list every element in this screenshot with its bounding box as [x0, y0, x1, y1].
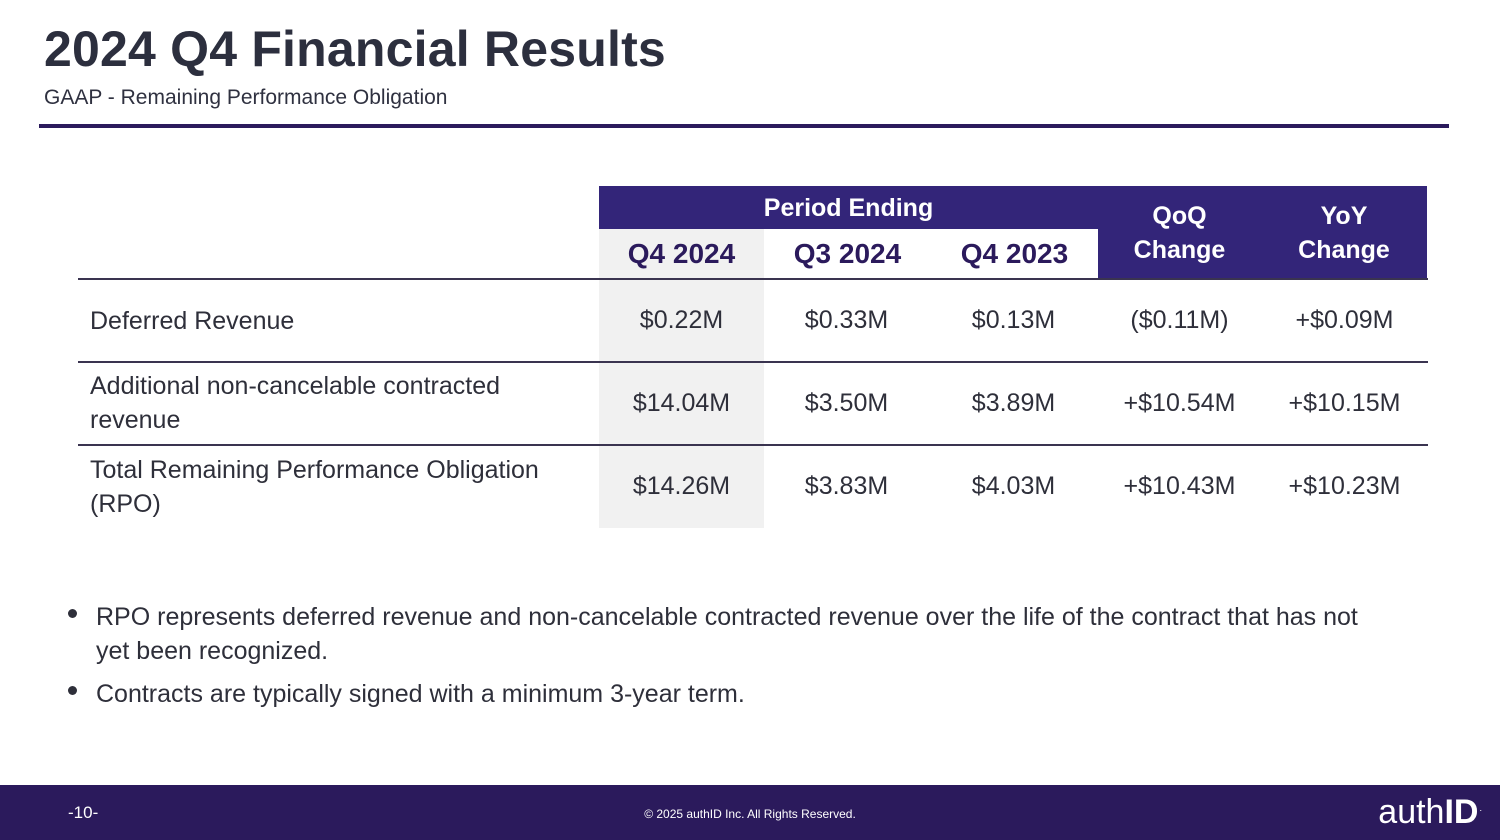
- value-cell: $3.89M: [971, 388, 1056, 417]
- value-cell: $0.13M: [971, 306, 1056, 334]
- page-number: -10-: [68, 803, 99, 822]
- value-cell: $14.04M: [632, 388, 731, 417]
- title-divider: [39, 124, 1449, 128]
- list-item: Contracts are typically signed with a mi…: [66, 677, 1396, 711]
- value-cell: $0.33M: [804, 306, 889, 334]
- value-cell: +$10.43M: [1123, 472, 1236, 500]
- row-label: Deferred Revenue: [90, 306, 295, 335]
- row-divider: [78, 444, 1428, 446]
- value-cell: +$10.23M: [1288, 472, 1401, 500]
- qoq-change-header: QoQ Change: [1098, 186, 1261, 279]
- qoq-header-line1: QoQ: [1152, 201, 1207, 230]
- column-header-q4-2024: Q4 2024: [599, 229, 764, 279]
- bullet-icon: [68, 686, 77, 695]
- yoy-header-line2: Change: [1298, 235, 1390, 264]
- note-text: RPO represents deferred revenue and non-…: [96, 603, 1358, 665]
- yoy-change-header: YoY Change: [1261, 186, 1427, 279]
- value-cell: +$10.54M: [1123, 388, 1236, 417]
- table-header-rule: [78, 278, 1428, 280]
- page-subtitle: GAAP - Remaining Performance Obligation: [44, 86, 448, 109]
- value-cell: $14.26M: [632, 472, 731, 500]
- authid-logo: authID.: [1378, 793, 1482, 831]
- note-text: Contracts are typically signed with a mi…: [96, 680, 745, 708]
- value-cell: $0.22M: [639, 306, 724, 334]
- yoy-header-line1: YoY: [1320, 201, 1368, 230]
- row-label: Total Remaining Performance Obligation (…: [90, 455, 539, 518]
- value-cell: $3.50M: [804, 388, 889, 417]
- footer-bar: -10- © 2025 authID Inc. All Rights Reser…: [0, 785, 1500, 840]
- period-ending-header: Period Ending: [599, 186, 1098, 229]
- qoq-header-line2: Change: [1133, 235, 1226, 264]
- period-ending-label: Period Ending: [763, 193, 934, 222]
- value-cell: $3.83M: [804, 472, 889, 500]
- row-label: Additional non-cancelable contracted rev…: [90, 372, 500, 434]
- bullet-icon: [68, 609, 77, 618]
- list-item: RPO represents deferred revenue and non-…: [66, 600, 1396, 668]
- value-cell: +$10.15M: [1288, 388, 1401, 417]
- value-cell: +$0.09M: [1295, 306, 1394, 334]
- column-header-q3-2024: Q3 2024: [793, 238, 902, 269]
- copyright-notice: © 2025 authID Inc. All Rights Reserved.: [644, 807, 856, 821]
- row-divider: [78, 361, 1428, 363]
- notes-list: RPO represents deferred revenue and non-…: [66, 600, 1396, 720]
- current-quarter-highlight: [599, 279, 764, 528]
- column-header-q4-2023: Q4 2023: [960, 238, 1069, 269]
- value-cell: ($0.11M): [1130, 306, 1229, 334]
- page-title: 2024 Q4 Financial Results: [44, 21, 666, 77]
- value-cell: $4.03M: [971, 472, 1056, 500]
